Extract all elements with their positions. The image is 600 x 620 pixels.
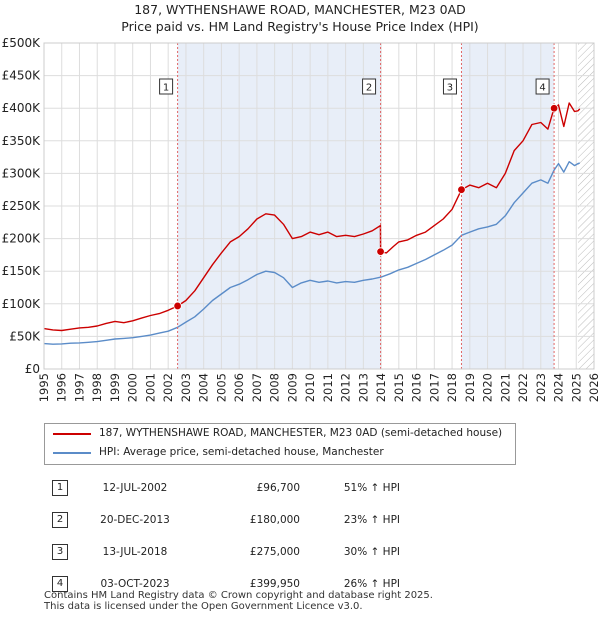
table-row: 4 03-OCT-2023 £399,950 26% ↑ HPI (40, 568, 400, 600)
x-tick-label: 2006 (232, 373, 246, 402)
y-tick-label: £400K (2, 101, 42, 115)
sale-label-box (442, 78, 457, 95)
sale-date: 12-JUL-2002 (102, 482, 168, 494)
x-tick-label: 2017 (427, 373, 441, 402)
table-row: 3 13-JUL-2018 £275,000 30% ↑ HPI (40, 536, 400, 568)
x-tick-label: 2011 (321, 373, 335, 402)
sale-label-box (362, 78, 377, 95)
x-tick-label: 2015 (392, 373, 406, 402)
y-tick-label: £150K (2, 264, 42, 278)
sale-label-box (535, 78, 550, 95)
sale-hpi-change: 26% ↑ HPI (343, 578, 400, 590)
x-tick-label: 2018 (445, 373, 459, 402)
x-tick-label: 1997 (72, 373, 86, 402)
x-tick-label: 2019 (463, 373, 477, 402)
sale-price: £399,950 (249, 578, 300, 590)
sale-number-badge: 3 (52, 544, 68, 560)
legend-blue-line (53, 452, 91, 454)
x-tick-label: 2007 (250, 373, 264, 402)
x-tick-label: 2003 (179, 373, 193, 402)
x-tick-label: 1998 (90, 373, 104, 402)
series-line (43, 161, 581, 345)
legend-red-line (53, 433, 91, 435)
sale-number-badge: 2 (52, 512, 68, 528)
sale-price: £96,700 (256, 482, 300, 494)
x-tick-label: 1999 (108, 373, 122, 402)
sale-date: 20-DEC-2013 (100, 514, 170, 526)
series-line (43, 102, 581, 332)
x-tick-label: 2016 (410, 373, 424, 402)
x-tick-label: 2023 (534, 373, 548, 402)
x-tick-label: 2005 (214, 373, 228, 402)
sale-number-badge: 4 (52, 576, 68, 592)
x-tick-label: 2021 (498, 373, 512, 402)
y-tick-label: £450K (2, 69, 42, 83)
legend-item-property: 187, WYTHENSHAWE ROAD, MANCHESTER, M23 0… (45, 425, 513, 443)
footer: Contains HM Land Registry data © Crown c… (44, 590, 433, 612)
table-row: 1 12-JUL-2002 £96,700 51% ↑ HPI (40, 472, 400, 504)
sale-date: 13-JUL-2018 (102, 546, 168, 558)
y-tick-label: £50K (9, 329, 41, 343)
table-row: 2 20-DEC-2013 £180,000 23% ↑ HPI (40, 504, 400, 536)
x-tick-label: 2008 (268, 373, 282, 402)
y-tick-label: £0 (25, 362, 40, 376)
x-tick-label: 2010 (303, 373, 317, 402)
sale-number-badge: 1 (52, 480, 68, 496)
sale-point (173, 301, 182, 311)
x-tick-label: 2009 (285, 373, 299, 402)
sale-label-box (159, 78, 174, 95)
x-tick-label: 2024 (552, 373, 566, 402)
sale-point (376, 247, 385, 256)
x-tick-label: 2014 (374, 373, 388, 402)
x-tick-label: 1996 (55, 373, 69, 402)
y-tick-label: £350K (2, 134, 42, 148)
sale-label-number: 3 (447, 83, 453, 94)
y-tick-label: £300K (2, 166, 42, 180)
sale-label-number: 4 (539, 83, 545, 94)
sales-table: 1 12-JUL-2002 £96,700 51% ↑ HPI 2 20-DEC… (40, 472, 400, 600)
sale-hpi-change: 23% ↑ HPI (343, 514, 400, 526)
price-chart: 1 2 3 4 £0 £50K £100K £150K £200K £250K £300K £350… (2, 36, 600, 402)
plot-frame (43, 42, 595, 370)
x-tick-label: 1995 (37, 373, 51, 402)
legend-label-hpi: HPI: Average price, semi-detached house,… (99, 446, 384, 458)
chart-subtitle: Price paid vs. HM Land Registry's House … (121, 19, 479, 34)
sale-point (457, 185, 466, 194)
sale-label-number: 1 (163, 83, 169, 94)
y-tick-label: £500K (2, 36, 42, 50)
footer-licence: This data is licensed under the Open Gov… (44, 601, 363, 612)
x-tick-label: 2002 (161, 373, 175, 402)
x-tick-label: 2020 (481, 373, 495, 402)
sale-label-number: 2 (366, 83, 372, 94)
x-tick-label: 2000 (126, 373, 140, 402)
legend-label-property: 187, WYTHENSHAWE ROAD, MANCHESTER, M23 0… (99, 427, 503, 439)
x-tick-label: 2025 (569, 373, 583, 402)
y-tick-label: £100K (2, 297, 42, 311)
y-tick-label: £200K (2, 232, 42, 246)
x-tick-label: 2001 (143, 373, 157, 402)
legend-item-hpi: HPI: Average price, semi-detached house,… (45, 444, 513, 462)
chart-title: 187, WYTHENSHAWE ROAD, MANCHESTER, M23 0… (134, 2, 466, 17)
x-tick-label: 2012 (339, 373, 353, 402)
sale-date: 03-OCT-2023 (100, 578, 170, 590)
y-tick-label: £250K (2, 199, 42, 213)
sale-hpi-change: 51% ↑ HPI (343, 482, 400, 494)
sale-hpi-change: 30% ↑ HPI (343, 546, 400, 558)
x-tick-label: 2004 (197, 373, 211, 402)
sale-point (549, 104, 559, 113)
x-tick-label: 2022 (516, 373, 530, 402)
x-tick-label: 2026 (587, 373, 600, 402)
legend: 187, WYTHENSHAWE ROAD, MANCHESTER, M23 0… (44, 423, 516, 465)
sale-price: £180,000 (249, 514, 300, 526)
sale-price: £275,000 (249, 546, 300, 558)
x-tick-label: 2013 (356, 373, 370, 402)
footer-copyright: Contains HM Land Registry data © Crown c… (44, 590, 433, 601)
